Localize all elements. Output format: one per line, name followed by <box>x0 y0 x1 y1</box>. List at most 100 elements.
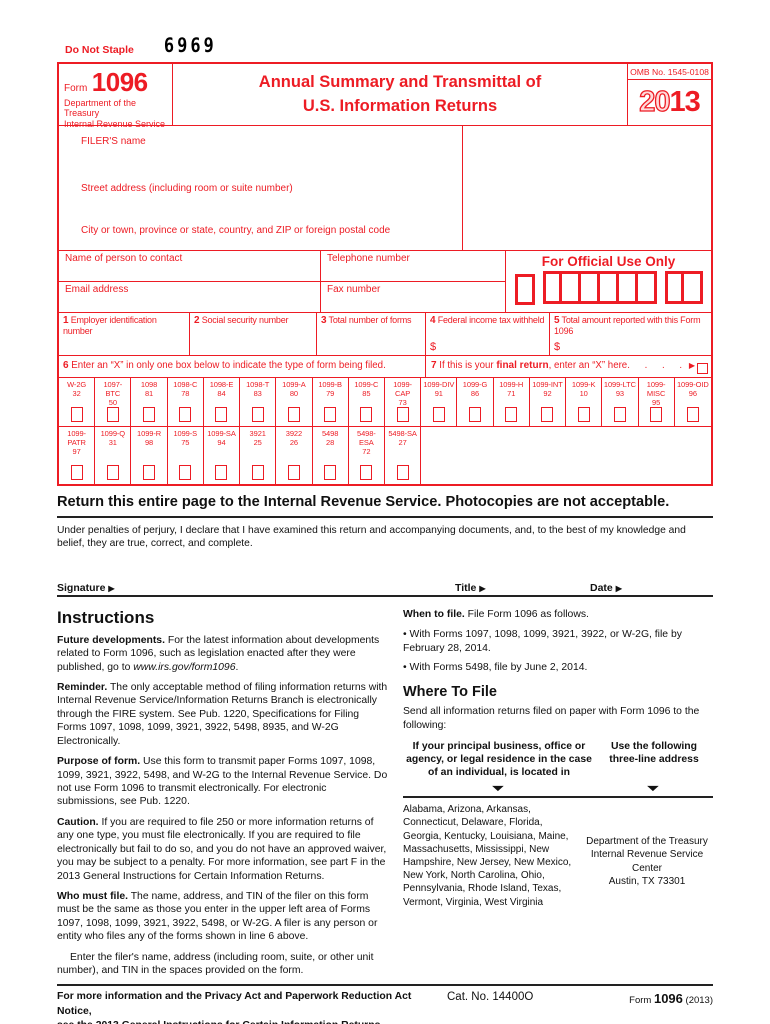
do-not-staple-label: Do Not Staple <box>65 44 134 56</box>
form-type-label: 1098-T 83 <box>246 380 270 398</box>
arrow-right-icon: ▶ <box>108 583 115 593</box>
date-field[interactable]: Date ▶ <box>590 581 622 594</box>
contact-name-field[interactable]: Name of person to contact <box>59 251 321 281</box>
fax-field[interactable]: Fax number <box>327 284 381 295</box>
form-number-cell: Form 1096 Department of the Treasury Int… <box>59 64 173 129</box>
where-to-file-heading: Where To File <box>403 684 497 701</box>
form-type-label: 1097-BTC 50 <box>103 380 123 407</box>
summary-box-label: 1 Employer identification number <box>63 315 157 336</box>
form-type-checkbox[interactable] <box>577 407 590 422</box>
telephone-field[interactable]: Telephone number <box>327 253 410 264</box>
form-type-label: 1099-C 85 <box>354 380 379 398</box>
form-type-checkbox[interactable] <box>396 407 409 422</box>
form-type-cell: 3922 26 <box>276 427 313 484</box>
form-type-checkbox[interactable] <box>287 407 300 422</box>
form-type-row1: W-2G 32 1097-BTC 50 1098 81 1098-C 78 <box>59 377 711 426</box>
filer-name-field[interactable]: FILER'S name <box>81 136 146 147</box>
form-type-checkbox[interactable] <box>106 465 119 480</box>
form-type-label: 1099-CAP 73 <box>393 380 412 407</box>
form-type-cell: 1099-SA 94 <box>204 427 241 484</box>
title-field[interactable]: Title ▶ <box>455 581 486 594</box>
instructions-right-column: When to file. File Form 1096 as follows.… <box>403 608 713 985</box>
summary-box[interactable]: 3 Total number of forms <box>317 313 426 355</box>
form-type-checkbox[interactable] <box>324 407 337 422</box>
filer-street-field[interactable]: Street address (including room or suite … <box>81 183 293 194</box>
top-bar: Do Not Staple 6969 <box>65 35 713 58</box>
form-type-label: 5498-SA 27 <box>388 429 417 447</box>
form-type-checkbox[interactable] <box>505 407 518 422</box>
form-type-checkbox[interactable] <box>251 465 264 480</box>
dollar-sign: $ <box>430 341 437 353</box>
summary-box[interactable]: 5 Total amount reported with this Form 1… <box>550 313 711 355</box>
line6-instruction: 6 Enter an “X” in only one box below to … <box>59 356 426 377</box>
form-type-checkbox[interactable] <box>106 407 119 422</box>
perjury-statement: Under penalties of perjury, I declare th… <box>57 525 686 550</box>
form-type-label: 1099-G 86 <box>462 380 488 398</box>
form-type-checkbox[interactable] <box>686 407 699 422</box>
form-type-checkbox[interactable] <box>396 465 409 480</box>
final-return-checkbox[interactable] <box>697 363 708 374</box>
form-type-cell: 1099-B 79 <box>313 378 349 426</box>
instruction-paragraph: Who must file. The name, address, and TI… <box>57 890 378 943</box>
form-type-label: 1099-MISC 95 <box>646 380 666 407</box>
summary-box[interactable]: 2 Social security number <box>190 313 317 355</box>
form-type-checkbox[interactable] <box>215 407 228 422</box>
form-type-checkbox[interactable] <box>469 407 482 422</box>
form-type-cell: 1099-A 80 <box>276 378 313 426</box>
form-type-checkbox[interactable] <box>143 407 156 422</box>
form-type-checkbox[interactable] <box>432 407 445 422</box>
official-use-comb-2 <box>664 271 703 304</box>
form-type-label: 5498 28 <box>321 429 339 447</box>
form-word: Form <box>64 83 88 94</box>
form-number-line: Form 1096 <box>64 67 168 98</box>
form-type-checkbox[interactable] <box>215 465 228 480</box>
email-field[interactable]: Email address <box>59 282 321 312</box>
summary-box[interactable]: 4 Federal income tax withheld $ <box>426 313 550 355</box>
form-type-checkbox[interactable] <box>287 465 300 480</box>
bullet-item: • With Forms 5498, file by June 2, 2014. <box>403 662 588 674</box>
signature-field[interactable]: Signature ▶ <box>57 581 115 594</box>
form-type-checkbox[interactable] <box>179 407 192 422</box>
form-type-checkbox[interactable] <box>541 407 554 422</box>
form-type-checkbox[interactable] <box>143 465 156 480</box>
form-type-label: 5498-ESA 72 <box>357 429 376 456</box>
instructions-heading: Instructions <box>57 607 155 627</box>
summary-box-label: 3 Total number of forms <box>321 315 412 326</box>
when-to-file-bullets: • With Forms 1097, 1098, 1099, 3921, 392… <box>403 628 713 674</box>
when-to-file-paragraph: When to file. File Form 1096 as follows. <box>403 608 589 620</box>
agency-line1: Department of the Treasury <box>64 98 137 119</box>
form-type-cell: 5498-ESA 72 <box>349 427 385 484</box>
tax-year-decade: 13 <box>669 86 701 118</box>
bullet-item: • With Forms 1097, 1098, 1099, 3921, 392… <box>403 629 682 654</box>
filer-city-field[interactable]: City or town, province or state, country… <box>81 225 391 236</box>
form-type-label: 1099-B 79 <box>318 380 342 398</box>
form-type-checkbox[interactable] <box>179 465 192 480</box>
form-type-checkbox[interactable] <box>360 407 373 422</box>
form-type-cell: 1098-E 84 <box>204 378 241 426</box>
down-arrow-icon: ▼ <box>643 783 665 794</box>
form-type-checkbox[interactable] <box>324 465 337 480</box>
instructions-paragraphs: Future developments. For the latest info… <box>57 634 389 944</box>
form-type-cell: 1099-Q 31 <box>95 427 132 484</box>
signature-row: Signature ▶ Title ▶ Date ▶ <box>57 580 713 597</box>
form-type-cell: 1098-T 83 <box>240 378 277 426</box>
form-type-cell: 1098 81 <box>131 378 168 426</box>
form-type-checkbox[interactable] <box>360 465 373 480</box>
form-type-cell: W-2G 32 <box>59 378 96 426</box>
filer-divider <box>462 126 463 250</box>
states-list: Alabama, Arizona, Arkansas, Connecticut,… <box>403 804 572 908</box>
summary-box-label: 5 Total amount reported with this Form 1… <box>554 315 701 336</box>
form-type-label: 3921 25 <box>249 429 266 447</box>
dollar-sign <box>194 353 314 355</box>
summary-box[interactable]: 1 Employer identification number <box>59 313 190 355</box>
form-type-checkbox[interactable] <box>613 407 626 422</box>
official-use-label: For Official Use Only <box>541 254 676 269</box>
divider <box>57 984 713 987</box>
form-type-checkbox[interactable] <box>251 407 264 422</box>
form-header: Form 1096 Department of the Treasury Int… <box>59 64 711 129</box>
form-type-checkbox[interactable] <box>70 465 83 480</box>
form-type-checkbox[interactable] <box>70 407 83 422</box>
official-use-box-single <box>514 274 535 305</box>
form-type-checkbox[interactable] <box>650 407 663 422</box>
form-type-label: 1099-SA 94 <box>207 429 236 447</box>
